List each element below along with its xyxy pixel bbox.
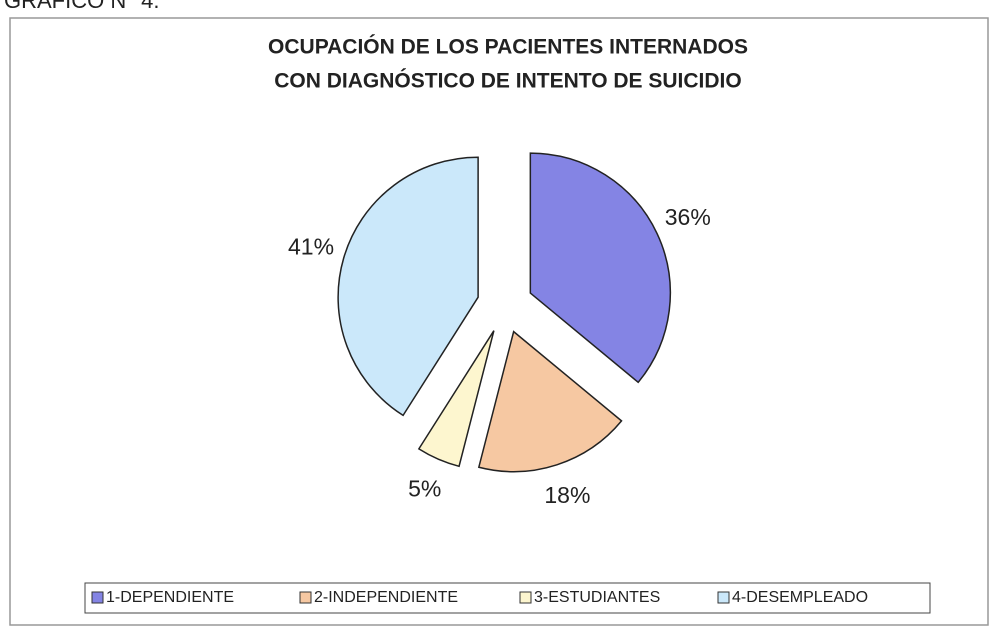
legend-swatch xyxy=(519,591,532,604)
chart-title: CON DIAGNÓSTICO DE INTENTO DE SUICIDIO xyxy=(274,69,741,93)
legend-label: 3-ESTUDIANTES xyxy=(534,589,660,606)
pie-slice xyxy=(529,152,672,384)
data-label: 5% xyxy=(408,475,441,501)
chart-title: OCUPACIÓN DE LOS PACIENTES INTERNADOS xyxy=(268,35,748,59)
chart-frame xyxy=(9,17,989,626)
legend-label: 2-INDEPENDIENTE xyxy=(314,589,458,606)
data-label: 41% xyxy=(288,234,334,260)
legend-swatch xyxy=(299,591,312,604)
legend-label: 4-DESEMPLEADO xyxy=(732,589,868,606)
data-label: 36% xyxy=(665,204,711,230)
pie-slice xyxy=(417,330,495,468)
heading: GRÁFICO N° 4. xyxy=(4,0,159,13)
legend-swatch xyxy=(717,591,730,604)
pie-slice xyxy=(337,156,479,417)
pie-slice xyxy=(477,330,623,473)
legend-swatch xyxy=(91,591,104,604)
legend-box xyxy=(84,582,931,614)
data-label: 18% xyxy=(544,482,590,508)
legend-label: 1-DEPENDIENTE xyxy=(106,589,234,606)
